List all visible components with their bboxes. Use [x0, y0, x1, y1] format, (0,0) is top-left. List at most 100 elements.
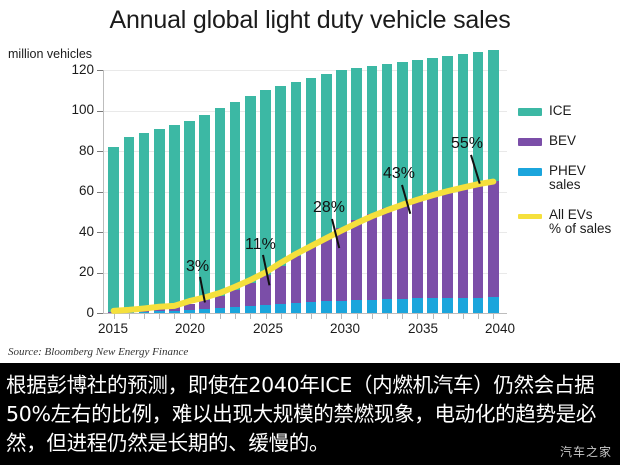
x-tick-label-2040: 2040 — [484, 321, 516, 336]
x-tick-label-2025: 2025 — [252, 321, 284, 336]
bar-column[interactable] — [412, 59, 423, 313]
x-tick-mark — [417, 314, 419, 319]
x-tick-mark — [432, 314, 434, 319]
bar-column[interactable] — [366, 65, 378, 313]
bar-segment-phev — [442, 298, 454, 313]
bar-segment-ice — [457, 53, 469, 188]
chart-source: Source: Bloomberg New Energy Finance — [8, 346, 189, 358]
bar-column[interactable] — [320, 70, 332, 313]
bar-column[interactable] — [245, 70, 256, 313]
legend-item-phev[interactable]: PHEV sales — [518, 164, 618, 192]
x-tick-mark — [326, 314, 328, 319]
y-tick-mark — [97, 232, 103, 233]
x-axis-line — [103, 313, 507, 314]
x-tick-mark — [447, 314, 449, 319]
chart-legend: ICE BEV PHEV sales All EVs % of sales — [518, 104, 618, 252]
x-tick-mark — [174, 314, 176, 319]
x-tick-mark — [341, 314, 343, 319]
gridline — [103, 70, 507, 71]
y-tick-mark — [97, 110, 103, 112]
x-tick-mark — [295, 314, 297, 319]
legend-item-all-evs[interactable]: All EVs % of sales — [518, 208, 618, 236]
bar-segment-bev — [320, 236, 332, 302]
bar-column[interactable] — [381, 63, 393, 313]
bar-segment-ice — [442, 55, 454, 191]
y-tick-label-60: 60 — [78, 183, 94, 198]
legend-label-phev-line2: sales — [549, 177, 581, 192]
annotation-28pct: 28% — [313, 199, 346, 216]
bar-column[interactable] — [184, 70, 195, 313]
bar-segment-ice — [290, 82, 302, 256]
bar-segment-phev — [412, 298, 423, 313]
x-tick-mark — [265, 314, 267, 319]
bar-column[interactable] — [457, 53, 469, 313]
bar-segment-ice — [488, 49, 499, 181]
bar-segment-ice — [381, 63, 393, 209]
legend-swatch-phev-icon — [518, 168, 542, 176]
bar-segment-phev — [245, 306, 256, 313]
bar-segment-ice — [412, 59, 423, 199]
bar-segment-phev — [199, 309, 211, 313]
bar-segment-phev — [381, 299, 393, 313]
bar-segment-phev — [320, 301, 332, 313]
x-tick-mark — [462, 314, 464, 319]
bar-segment-bev — [275, 265, 286, 305]
bar-column[interactable] — [229, 70, 241, 313]
bar-column[interactable] — [488, 49, 499, 313]
y-axis-unit-label: million vehicles — [8, 47, 93, 61]
x-tick-mark — [493, 314, 495, 319]
x-tick-mark — [387, 314, 388, 319]
bar-segment-bev — [457, 187, 469, 298]
bar-segment-bev — [245, 283, 256, 307]
ev-share-path — [110, 178, 497, 314]
x-tick-mark — [402, 314, 404, 319]
y-tick-mark — [97, 70, 103, 71]
bar-column[interactable] — [427, 57, 438, 313]
bar-segment-bev — [381, 208, 393, 300]
x-tick-mark — [113, 314, 115, 319]
chart-panel: Annual global light duty vehicle sales m… — [8, 6, 618, 358]
bar-column[interactable] — [351, 68, 362, 313]
bar-segment-bev — [427, 193, 438, 299]
bar-segment-ice — [138, 132, 150, 310]
bar-segment-phev — [472, 297, 484, 313]
x-tick-mark — [204, 314, 206, 319]
x-tick-mark — [219, 314, 221, 319]
bar-column[interactable] — [396, 61, 408, 313]
bar-column[interactable] — [472, 51, 484, 313]
caption-divider — [0, 363, 620, 366]
bar-column[interactable] — [260, 70, 271, 313]
bar-column[interactable] — [199, 70, 211, 313]
bar-segment-bev — [260, 274, 271, 306]
bar-column[interactable] — [305, 70, 317, 313]
legend-label-all-evs-line2: % of sales — [549, 221, 612, 236]
bar-segment-phev — [153, 311, 165, 313]
bar-column[interactable] — [442, 55, 454, 313]
x-tick-mark — [478, 314, 480, 319]
bar-column[interactable] — [336, 70, 347, 313]
chart-title: Annual global light duty vehicle sales — [109, 6, 511, 34]
bar-column[interactable] — [214, 70, 226, 313]
legend-swatch-ice-icon — [518, 108, 542, 116]
bar-segment-bev — [412, 198, 423, 299]
x-tick-mark — [311, 314, 313, 319]
bar-segment-ice — [366, 65, 378, 214]
caption-text: 根据彭博社的预测，即使在2040年ICE（内燃机汽车）仍然会占据50%左右的比例… — [6, 373, 597, 455]
bar-column[interactable] — [275, 70, 286, 313]
legend-item-ice[interactable]: ICE — [518, 104, 618, 118]
bar-column[interactable] — [290, 70, 302, 313]
y-tick-label-120: 120 — [71, 62, 94, 77]
x-tick-mark — [189, 314, 191, 319]
bar-segment-bev — [184, 303, 195, 310]
y-tick-mark — [97, 151, 103, 152]
legend-item-bev[interactable]: BEV — [518, 134, 618, 148]
legend-swatch-all-evs-icon — [518, 214, 542, 219]
bar-segment-ice — [396, 61, 408, 203]
bar-segment-ice — [245, 96, 256, 284]
gridline — [103, 151, 507, 152]
x-tick-mark — [235, 314, 237, 319]
legend-label-phev: PHEV — [549, 163, 586, 178]
x-tick-mark — [356, 314, 358, 319]
y-axis-line — [103, 70, 104, 313]
